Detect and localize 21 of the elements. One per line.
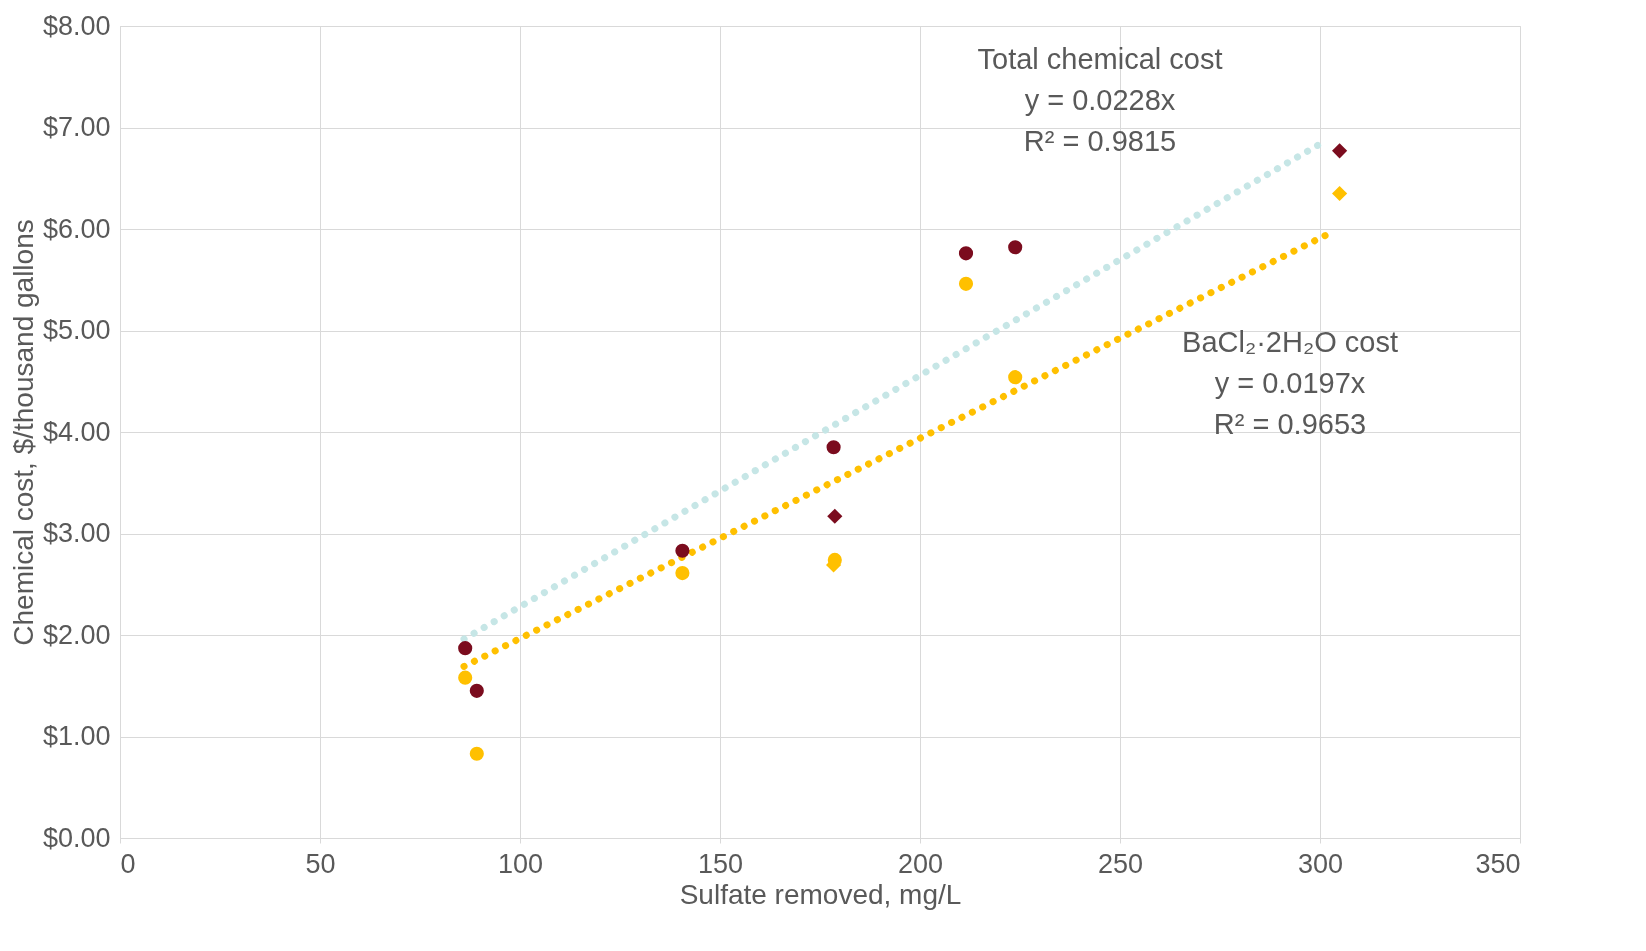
y-axis-title: Chemical cost, $/thousand gallons (7, 219, 39, 646)
x-tick-label: 200 (897, 848, 944, 879)
x-tick-label: 250 (1097, 848, 1144, 879)
y-tick-label: $3.00 (42, 518, 111, 548)
y-tick-label: $0.00 (42, 822, 111, 853)
x-tick-label: 150 (697, 848, 744, 879)
x-tick-label: 0 (120, 848, 136, 879)
y-tick-label: $5.00 (42, 315, 111, 345)
annotation: BaCl₂·2H₂O cost y = 0.0197x R² = 0.9653 (1182, 326, 1398, 440)
y-tick-label: $4.00 (42, 416, 111, 447)
annotation: Total chemical cost y = 0.0228x R² = 0.9815 (977, 43, 1223, 157)
y-tick-label: $6.00 (42, 213, 111, 244)
y-tick-label: $1.00 (42, 721, 111, 751)
x-axis-title: Sulfate removed, mg/L (679, 878, 962, 910)
x-tick-label: 50 (305, 848, 336, 879)
y-tick-label: $8.00 (42, 10, 111, 41)
x-tick-label: 300 (1297, 848, 1344, 879)
x-tick-label: 100 (497, 848, 544, 879)
y-tick-label: $7.00 (42, 112, 111, 142)
x-tick-label: 350 (1475, 848, 1521, 879)
y-tick-label: $2.00 (42, 619, 111, 650)
